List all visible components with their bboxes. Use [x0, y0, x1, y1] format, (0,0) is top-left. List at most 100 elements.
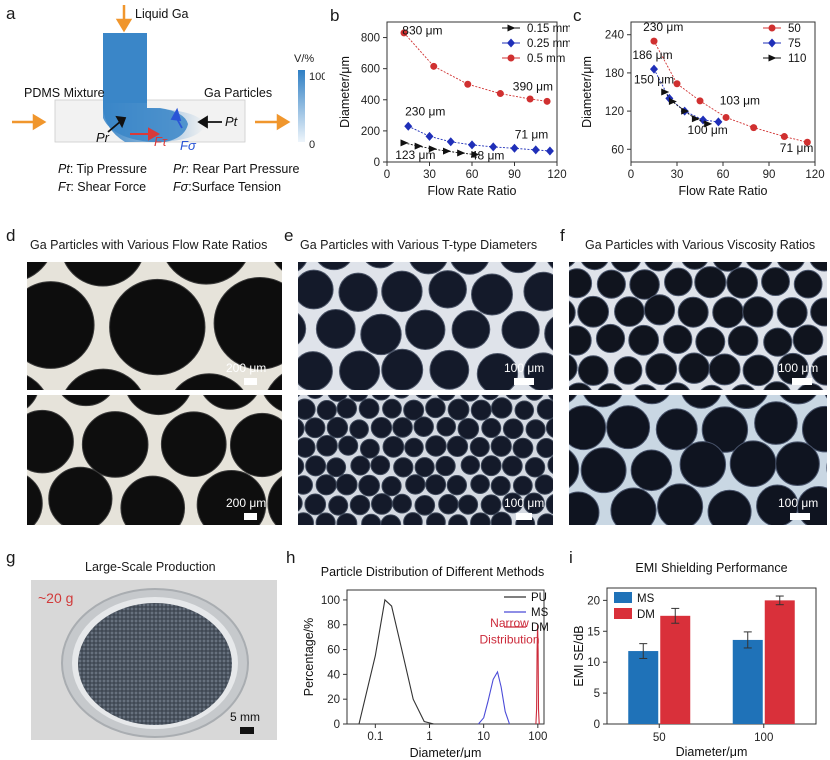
data-label: 230 μm: [405, 104, 445, 118]
data-point: [457, 149, 466, 157]
x-tick-label: 30: [423, 169, 436, 181]
data-point: [471, 151, 480, 159]
gallium-particle: [457, 417, 480, 440]
gallium-particle: [405, 309, 446, 350]
y-tick-label: 800: [361, 33, 380, 45]
svg-text:Pr: Rear Part Pressure: Pr: Rear Part Pressure: [173, 162, 299, 176]
chart-c: 0 30 60 90 120 60 120 180 240 Flow Rate Ratio Diam…: [580, 20, 825, 198]
gallium-particle: [726, 266, 758, 299]
series-line-MS: [477, 670, 511, 725]
data-point: [768, 54, 777, 62]
gallium-particle: [267, 476, 282, 525]
data-point: [545, 146, 554, 156]
gallium-particle: [349, 494, 371, 516]
x-tick-label: 0: [384, 169, 390, 181]
data-label: 48 μm: [471, 149, 505, 163]
svg-text:Pt: Tip Pressure: Pt: Tip Pressure: [58, 162, 147, 176]
gallium-particle: [65, 368, 142, 390]
data-point: [404, 121, 413, 131]
gallium-particle: [450, 262, 489, 275]
gallium-particle: [630, 449, 673, 492]
gallium-particle: [428, 270, 467, 309]
gallium-particle: [403, 399, 425, 421]
gallium-particle: [629, 269, 660, 300]
gallium-particle: [502, 418, 524, 440]
petri-dish-photo: [31, 580, 277, 740]
gallium-particle: [569, 405, 607, 451]
panel-b-label: b: [330, 6, 340, 25]
gallium-particle: [644, 262, 674, 272]
micrograph-d-top: [27, 262, 282, 390]
gallium-particle: [633, 384, 657, 390]
data-label: 103 μm: [720, 94, 760, 108]
micrograph-e-top: [298, 262, 553, 390]
colorbar-max: 100: [309, 71, 325, 83]
gallium-particle: [263, 395, 282, 412]
gallium-particle: [712, 296, 744, 329]
scale-bar-d-top: [244, 378, 257, 385]
gallium-particle: [27, 409, 74, 474]
gallium-particle: [700, 384, 723, 390]
gallium-particle: [545, 494, 553, 515]
data-point: [507, 38, 515, 48]
gallium-particle: [523, 271, 553, 312]
gallium-particle: [304, 417, 326, 439]
gallium-particle: [120, 475, 186, 525]
data-point: [650, 64, 658, 74]
data-label: 186 μm: [632, 48, 672, 62]
panel-d-label: d: [6, 226, 16, 245]
gallium-particle: [480, 494, 502, 516]
gallium-particle: [382, 435, 405, 458]
gallium-particle: [476, 353, 519, 390]
series-line-PU: [358, 598, 434, 725]
gallium-particle: [634, 395, 670, 405]
pdms-label: PDMS Mixture: [24, 86, 105, 100]
gallium-particle: [370, 416, 393, 439]
gallium-particle: [645, 353, 678, 386]
gallium-particle: [810, 355, 827, 386]
gallium-particle: [470, 474, 490, 495]
panel-g-label: g: [6, 548, 16, 567]
data-point: [428, 145, 437, 153]
gallium-particle: [392, 493, 412, 514]
legend-label: 0.25 mm: [527, 38, 570, 50]
gallium-particle: [457, 494, 479, 515]
y-tick-label: 0: [374, 157, 380, 169]
data-point: [650, 37, 658, 45]
y-tick-label: 100: [321, 595, 340, 607]
gallium-particle: [657, 483, 704, 525]
data-label: 71 μm: [780, 141, 814, 155]
chart-b: 0 30 60 90 120 0 200 400 600 800 Flow Rate Ratio Di…: [338, 21, 570, 198]
panel-e-label: e: [284, 226, 294, 245]
gallium-particle: [505, 395, 523, 400]
gallium-particle: [545, 417, 553, 438]
legend-swatch: [614, 592, 632, 603]
gallium-particle: [577, 295, 610, 328]
data-point: [425, 131, 434, 141]
gallium-particle: [729, 440, 777, 488]
gallium-particle: [425, 474, 447, 496]
gallium-particle: [166, 262, 246, 285]
gallium-particle: [393, 457, 414, 478]
bar-DM-50: [660, 615, 691, 724]
gallium-particle: [569, 262, 576, 268]
panel-d-title: Ga Particles with Various Flow Rate Rati…: [30, 238, 268, 252]
gallium-particle: [403, 512, 423, 525]
x-tick-label: 1: [426, 731, 432, 743]
gallium-particle: [27, 475, 43, 525]
gallium-particle: [490, 475, 511, 496]
gallium-particle: [470, 512, 491, 525]
gallium-particle: [393, 395, 410, 399]
gallium-particle: [514, 400, 535, 421]
y-axis-label: Percentage/%: [302, 618, 316, 697]
x-axis-label: Diameter/μm: [410, 746, 482, 758]
bar-DM-100: [764, 600, 795, 724]
data-point: [543, 97, 551, 105]
gallium-particle: [792, 324, 824, 356]
scale-label-e-bottom: 100 μm: [504, 496, 545, 510]
gallium-particle: [447, 398, 470, 421]
gallium-particle: [415, 395, 432, 399]
gallium-particle: [316, 399, 337, 421]
y-tick-label: 200: [361, 126, 380, 138]
gallium-particle: [298, 262, 307, 272]
